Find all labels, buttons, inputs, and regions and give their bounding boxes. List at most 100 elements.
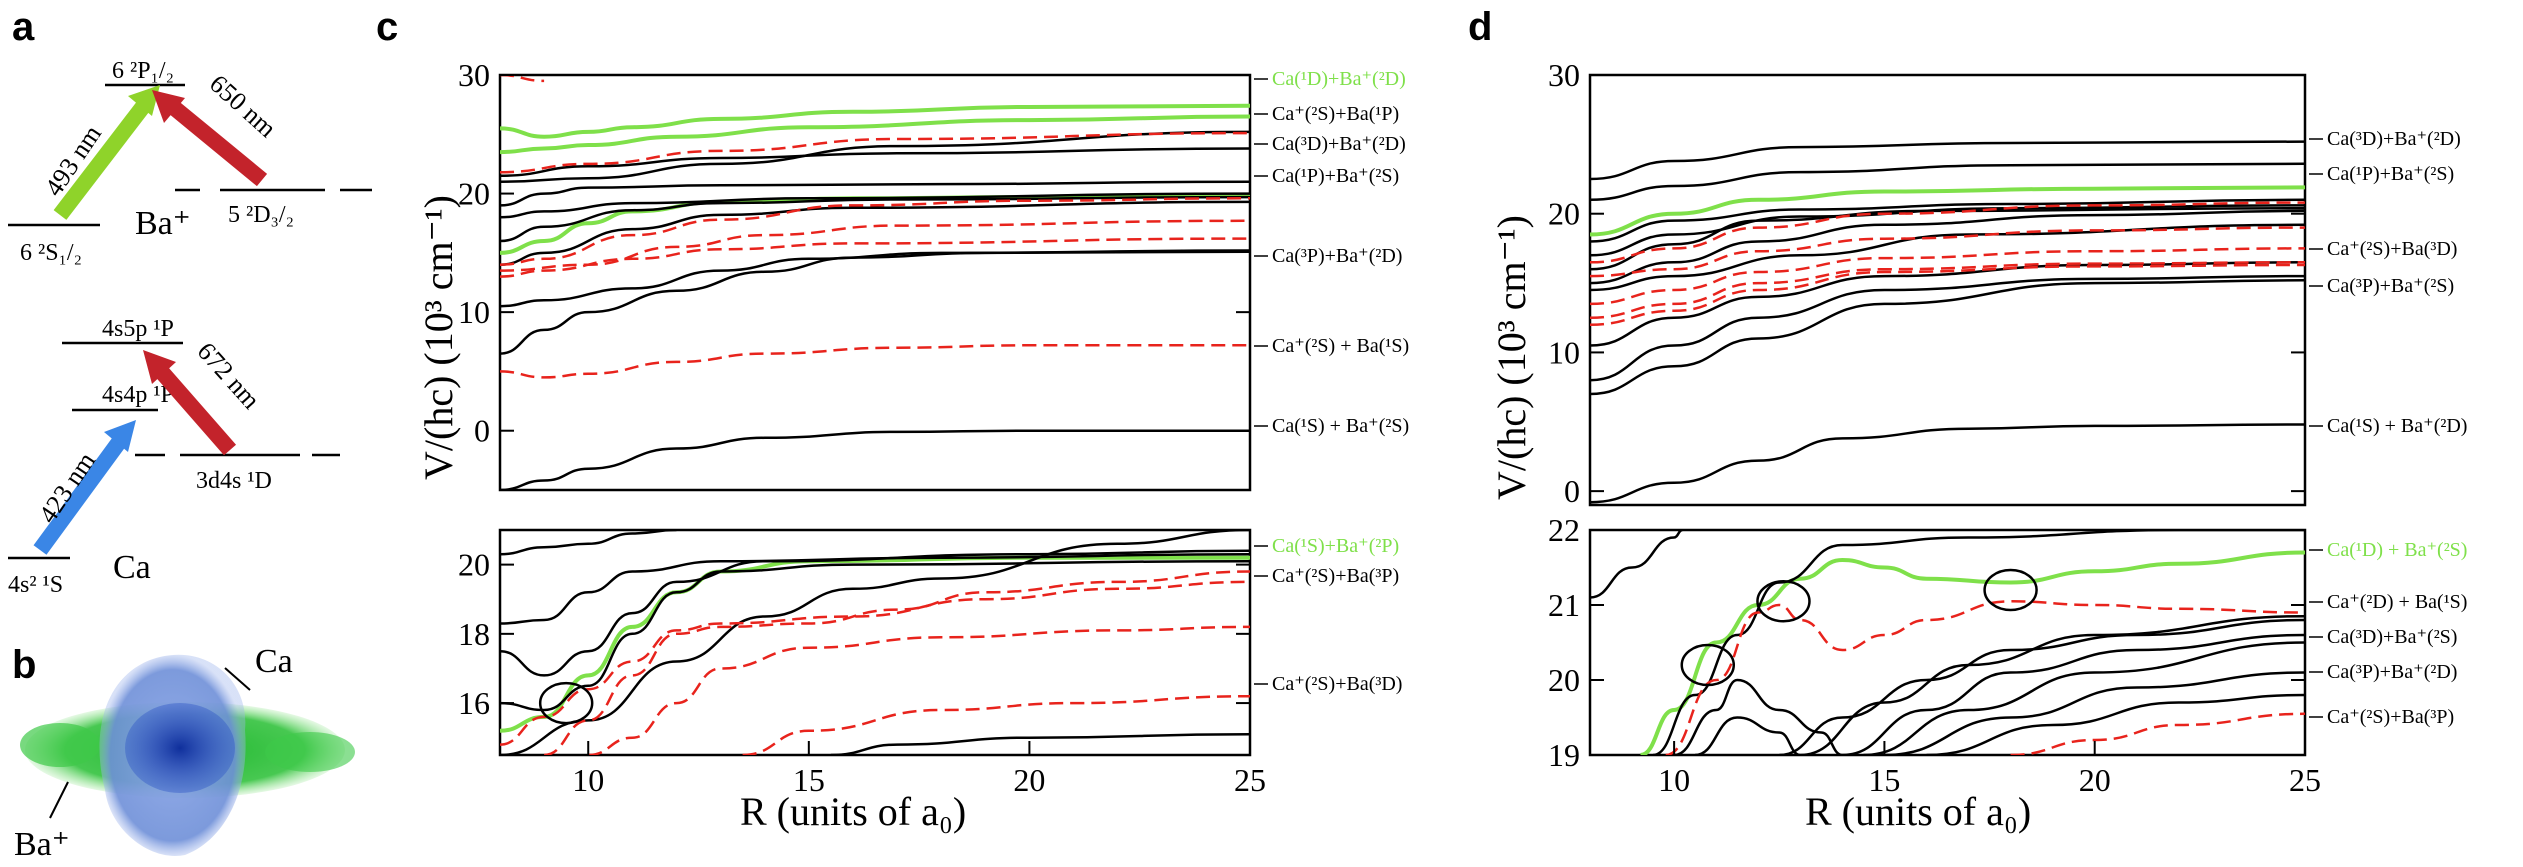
ca-level-s-label: 4s² ¹S [8,572,63,598]
series-green-3 [500,193,1250,255]
ba-ion-label: Ba⁺ [135,205,191,242]
series-green-1 [1639,550,2305,755]
series-black-7 [1842,633,2305,755]
series-red-6 [500,344,1250,379]
y-tick-label: 16 [458,685,490,721]
series-green-2 [500,114,1250,155]
panel-label-c: c [376,5,398,49]
asymptote-label: Ca(¹S) + Ba⁺(²D) [2327,415,2467,437]
series-black-2 [500,130,1250,183]
ca-atom-label: Ca [113,549,151,586]
ca-level-4s4p-label: 4s4p ¹P [102,382,174,408]
series-black-1 [500,530,677,556]
series-red-4 [500,219,1250,272]
panel-c-upper-plot: 0 10 20 30 Ca(¹D)+Ba⁺(²D) Ca⁺(²S)+Ba(¹P) Ca(³… [458,57,1409,492]
c-xlabel: R (units of a₀) [740,789,966,834]
y-tick-label: 30 [1548,57,1580,93]
asymptote-label: Ca(³D)+Ba⁺(²S) [2327,626,2457,648]
asymptote-label: Ca⁺(²S)+Ba(³D) [2327,238,2457,260]
series-green-1 [500,555,1250,733]
ba-cloud-lobe-left [20,723,100,767]
ba-level-s-label: 6 ²S₁/₂ [20,240,82,266]
ba-level-p-label: 6 ²P₁/₂ [112,58,174,84]
series-black-9 [500,429,1250,490]
asymptote-label: Ca(³D)+Ba⁺(²D) [2327,128,2461,150]
ba-cloud-label: Ba⁺ [14,826,70,863]
x-tick-label: 15 [1868,762,1900,798]
crossing-circle [1983,568,2038,612]
y-tick-label: 20 [458,176,490,212]
asymptote-label: Ca(¹P)+Ba⁺(²S) [2327,163,2454,185]
panel-d-lower-plot: 19 20 21 22 10 15 20 25 Ca(¹D) + Ba⁺(²S) Ca⁺(²D… [1548,512,2467,798]
plot-frame [1588,73,2307,507]
panel-label-b: b [12,643,36,687]
y-tick-label: 20 [458,547,490,583]
asymptote-label: Ca(¹S)+Ba⁺(²P) [1272,535,1399,557]
series-black-3 [500,549,1250,677]
series-black-4 [500,192,1250,219]
x-tick-label: 10 [572,762,604,798]
series-black-6 [1590,209,2305,285]
asymptote-label: Ca⁺(²S)+Ba(³P) [2327,706,2454,728]
asymptote-label: Ca⁺(²S)+Ba(¹P) [1272,103,1399,125]
ba-cloud-lobe-right [265,732,355,772]
series-black-1 [1590,530,1683,599]
series-black-10 [1590,279,2305,396]
x-tick-label: 10 [1658,762,1690,798]
series-black-2 [1652,530,2305,755]
y-tick-label: 19 [1548,737,1580,773]
asymptote-label: Ca(³P)+Ba⁺(²S) [2327,275,2454,297]
d-xlabel: R (units of a₀) [1805,789,2031,834]
asymptote-label: Ca(¹D)+Ba⁺(²D) [1272,68,1406,90]
series-red-1 [1590,201,2305,264]
asymptote-label: Ca⁺(²D) + Ba(¹S) [2327,591,2467,613]
ca-level-d-label: 3d4s ¹D [196,468,272,494]
series-black-4 [1694,716,1801,755]
arrow-493nm [53,85,160,220]
panel-d-upper-plot: 0 10 20 30 Ca(³D)+Ba⁺(²D) Ca(¹P)+Ba⁺(²S) Ca⁺(… [1548,57,2467,509]
series-black-9 [1884,671,2305,755]
y-tick-label: 0 [474,413,490,449]
ca-level-4s5p-label: 4s5p ¹P [102,316,174,342]
arrow-650nm [152,90,268,187]
panel-a-level-diagram: 6 ²P₁/₂ 6 ²S₁/₂ 5 ²D₃/₂ Ba⁺ 493 nm 650 n… [8,58,372,598]
ca-cloud-label: Ca [255,643,293,680]
asymptote-label: Ca(³P)+Ba⁺(²D) [2327,661,2457,683]
x-tick-label: 15 [793,762,825,798]
arrow-423nm [33,420,136,555]
panel-c-lower-plot: 16 18 20 10 15 20 25 Ca(¹S)+Ba⁺(²P) Ca⁺(²S)+Ba… [458,528,1402,798]
series-black-2 [1590,162,2305,202]
series-black-6 [830,732,1250,755]
asymptote-label: Ca⁺(²S)+Ba(³D) [1272,673,1402,695]
series-black-1 [500,147,1250,178]
asymptote-label: Ca(³D)+Ba⁺(²D) [1272,133,1406,155]
series-red-5 [1590,263,2305,326]
y-tick-label: 10 [1548,334,1580,370]
series-black-6 [1800,614,2305,755]
y-tick-label: 18 [458,616,490,652]
series-red-4 [1590,261,2305,319]
series-red-5 [500,237,1250,278]
series-black-5 [1590,206,2305,271]
series-black-6 [500,200,1250,266]
panel-b-density-clouds: Ca Ba⁺ [14,643,355,863]
c-ylabel: V/(hc) (10³ cm⁻¹) [416,195,461,480]
ca-pointer [224,667,251,691]
y-tick-label: 10 [458,294,490,330]
y-tick-label: 20 [1548,196,1580,232]
series-red-2 [2010,712,2305,755]
asymptote-label: Ca⁺(²S) + Ba(¹S) [1272,335,1409,357]
series-black-8 [1863,641,2305,755]
series-black-3 [1590,198,2305,243]
y-tick-label: 22 [1548,512,1580,548]
y-tick-label: 30 [458,57,490,93]
series-black-1 [1590,140,2305,181]
wavelength-672: 672 nm [192,337,266,415]
y-tick-label: 20 [1548,662,1580,698]
series-red-4 [742,694,1250,755]
series-red-1 [543,570,1250,755]
series-red-3 [588,625,1250,755]
series-green-1 [500,103,1250,139]
series-red-3 [1590,247,2305,306]
x-tick-label: 20 [1013,762,1045,798]
